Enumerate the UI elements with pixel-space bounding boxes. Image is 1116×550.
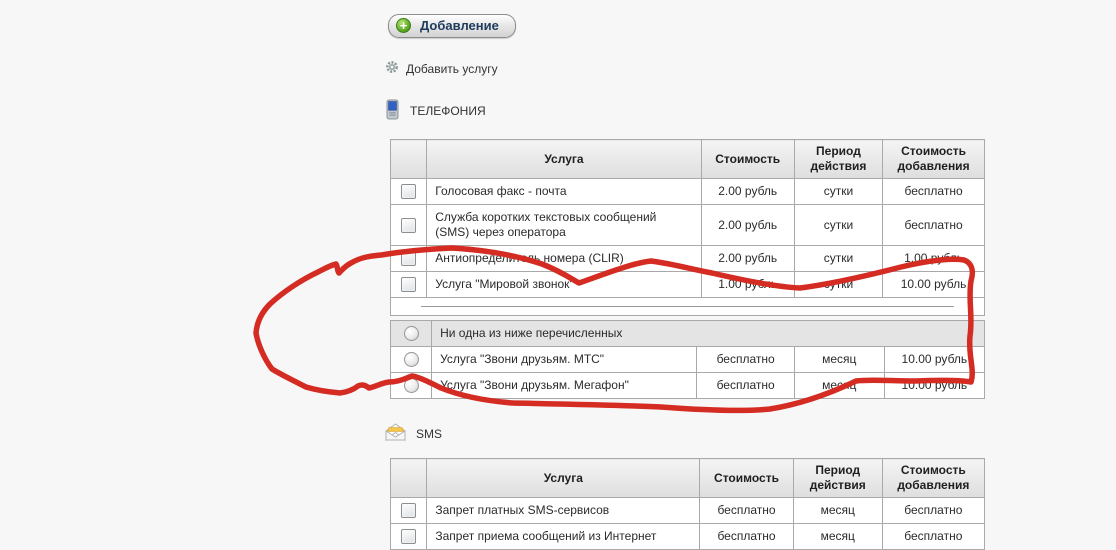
service-cost: бесплатно [696,346,795,373]
table-row: Запрет платных SMS-сервисов бесплатно ме… [389,497,986,524]
service-add-cost: 10.00 рубль [883,346,986,373]
section-telephony: ТЕЛЕФОНИЯ [385,99,985,123]
sms-table-header: Услуга Стоимость Период действия Стоимос… [389,458,986,498]
telephony-table: Услуга Стоимость Период действия Стоимос… [389,139,985,316]
header-cost: Стоимость [699,458,794,498]
main-content: + Добавление Добавить услугу ТЕЛЕФОНИЯ [384,14,986,550]
header-add-cost: Стоимость добавления [881,458,986,498]
mobile-phone-icon [385,99,400,123]
service-name: Голосовая факс - почта [426,178,702,205]
section-sms: SMS [384,423,985,444]
service-cost: бесплатно [699,523,794,550]
service-add-cost: 1.00 рубль [882,245,985,272]
gear-icon [385,60,399,77]
table-row: Услуга "Мировой звонок" 1.00 рубль сутки… [389,271,985,298]
telephony-radio-table: Ни одна из ниже перечисленных Услуга "Зв… [389,320,986,399]
header-period: Период действия [792,458,883,498]
radio-button[interactable] [403,378,419,393]
table-row: Услуга "Звони друзьям. МТС" бесплатно ме… [389,346,986,373]
service-cost: 2.00 рубль [700,245,795,272]
table-row: Запрет приема сообщений из Интернет бесп… [389,523,986,550]
table-row: Услуга "Звони друзьям. Мегафон" бесплатн… [389,372,986,399]
service-period: месяц [793,346,885,373]
service-cost: бесплатно [696,372,795,399]
service-period: сутки [793,271,884,298]
separator-row [390,297,985,316]
service-period: сутки [793,245,884,272]
service-cost: 2.00 рубль [700,178,795,205]
service-period: сутки [793,178,884,205]
table-row: Голосовая факс - почта 2.00 рубль сутки … [389,178,985,205]
radio-none-row: Ни одна из ниже перечисленных [389,320,985,347]
service-period: месяц [793,372,885,399]
service-period: сутки [793,204,884,246]
service-cost: 1.00 рубль [700,271,795,298]
header-cost: Стоимость [700,139,795,179]
service-period: месяц [792,497,883,524]
service-name: Служба коротких текстовых сообщений (SMS… [426,204,702,246]
table-row: Служба коротких текстовых сообщений (SMS… [389,204,985,246]
table-row: Антиопределитель номера (CLIR) 2.00 рубл… [389,245,985,272]
header-period: Период действия [793,139,884,179]
checkbox[interactable] [401,251,417,266]
header-checkbox-column [389,458,428,498]
telephony-section-title: ТЕЛЕФОНИЯ [410,104,486,118]
service-name: Услуга "Звони друзьям. Мегафон" [431,372,698,399]
separator-line [421,306,954,307]
header-service: Услуга [426,458,701,498]
service-add-cost: 10.00 рубль [882,271,985,298]
add-button[interactable]: + Добавление [388,14,516,38]
checkbox[interactable] [401,277,417,292]
header-checkbox-column [389,139,428,179]
service-add-cost: бесплатно [882,204,985,246]
checkbox[interactable] [401,217,417,233]
header-service: Услуга [426,139,702,179]
telephony-table-header: Услуга Стоимость Период действия Стоимос… [389,139,985,179]
radio-none-label: Ни одна из ниже перечисленных [431,320,985,347]
sms-section-title: SMS [416,426,443,441]
service-name: Запрет платных SMS-сервисов [426,497,701,524]
checkbox[interactable] [401,184,417,199]
add-service-label: Добавить услугу [406,61,498,76]
service-name: Услуга "Мировой звонок" [426,271,702,298]
service-name: Услуга "Звони друзьям. МТС" [431,346,698,373]
sms-table: Услуга Стоимость Период действия Стоимос… [389,458,986,550]
service-period: месяц [792,523,883,550]
add-service-link[interactable]: Добавить услугу [385,60,985,77]
radio-button[interactable] [403,352,419,367]
service-add-cost: бесплатно [881,497,986,524]
radio-button[interactable] [403,326,419,341]
plus-icon: + [396,18,411,33]
service-add-cost: 10.00 рубль [883,372,986,399]
header-add-cost: Стоимость добавления [882,139,985,179]
checkbox[interactable] [401,529,417,544]
service-add-cost: бесплатно [881,523,986,550]
service-name: Антиопределитель номера (CLIR) [426,245,702,272]
service-add-cost: бесплатно [882,178,985,205]
add-button-label: Добавление [420,18,499,33]
service-name: Запрет приема сообщений из Интернет [426,523,701,550]
envelope-icon [384,423,407,444]
checkbox[interactable] [401,503,417,518]
service-cost: бесплатно [699,497,794,524]
service-cost: 2.00 рубль [700,204,795,246]
